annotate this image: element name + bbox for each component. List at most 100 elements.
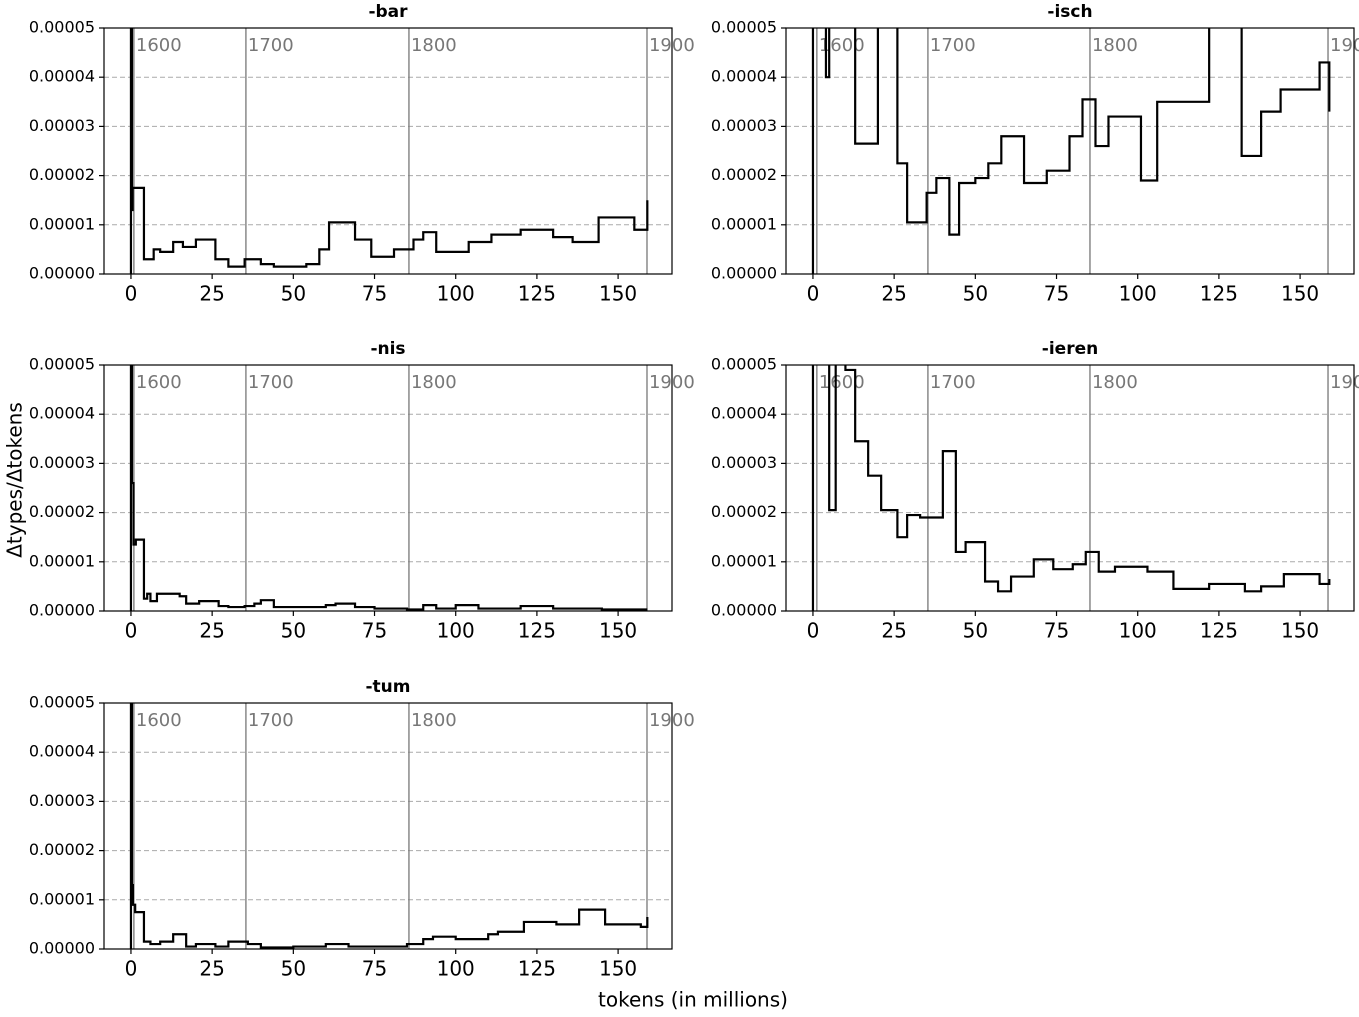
x-tick-label: 150 <box>1281 282 1319 306</box>
step-line <box>129 703 649 949</box>
panel-title: -bar <box>368 2 408 22</box>
plot-frame <box>103 27 673 275</box>
x-tick-label: 0 <box>125 619 138 643</box>
x-tick-label: 50 <box>281 957 306 981</box>
y-tick-label: 0.00002 <box>29 502 95 521</box>
y-tick-label: 0.00004 <box>29 67 95 86</box>
x-tick-label: 25 <box>881 619 906 643</box>
y-tick-label: 0.00005 <box>711 18 777 37</box>
y-tick-label: 0.00000 <box>29 264 95 283</box>
decade-label: 1700 <box>930 35 976 56</box>
x-tick-label: 25 <box>199 619 224 643</box>
y-tick-label: 0.00002 <box>29 165 95 184</box>
decade-label: 1600 <box>136 710 182 731</box>
step-line <box>811 365 1331 611</box>
panel: -nis 0.00000 0.00001 0.00002 0.00003 0.00004 0… <box>29 339 695 643</box>
x-tick-label: 100 <box>437 282 475 306</box>
y-tick-label: 0.00003 <box>29 116 95 135</box>
y-tick-label: 0.00001 <box>29 889 95 908</box>
x-tick-label: 100 <box>437 957 475 981</box>
decade-label: 1800 <box>411 372 457 393</box>
x-tick-label: 100 <box>1119 282 1157 306</box>
x-tick-label: 25 <box>199 282 224 306</box>
y-tick-label: 0.00001 <box>711 551 777 570</box>
x-tick-label: 150 <box>1281 619 1319 643</box>
x-tick-label: 50 <box>281 619 306 643</box>
step-line <box>811 28 1331 274</box>
panel: -ieren 0.00000 0.00001 0.00002 0.00003 0.0000… <box>711 339 1359 643</box>
panel-title: -ieren <box>1042 339 1098 359</box>
y-tick-label: 0.00004 <box>29 404 95 423</box>
x-tick-label: 125 <box>1200 282 1238 306</box>
decade-label: 1600 <box>819 35 865 56</box>
y-axis-label: Δtypes/Δtokens <box>3 402 27 558</box>
y-tick-label: 0.00003 <box>29 791 95 810</box>
y-tick-label: 0.00002 <box>711 165 777 184</box>
x-tick-label: 150 <box>599 957 637 981</box>
decade-label: 1800 <box>1092 372 1138 393</box>
x-tick-label: 0 <box>125 957 138 981</box>
x-tick-label: 100 <box>437 619 475 643</box>
y-tick-label: 0.00005 <box>29 355 95 374</box>
decade-label: 1700 <box>930 372 976 393</box>
y-tick-label: 0.00005 <box>711 355 777 374</box>
y-tick-label: 0.00002 <box>711 502 777 521</box>
x-tick-label: 125 <box>518 282 556 306</box>
x-tick-label: 0 <box>807 619 820 643</box>
decade-label: 1700 <box>248 710 294 731</box>
x-tick-label: 125 <box>518 619 556 643</box>
y-tick-label: 0.00001 <box>29 214 95 233</box>
x-tick-label: 25 <box>881 282 906 306</box>
panel: -bar 0.00000 0.00001 0.00002 0.00003 0.00004 0… <box>29 2 695 306</box>
x-tick-label: 50 <box>963 619 988 643</box>
step-line <box>129 365 648 611</box>
panel: -isch 0.00000 0.00001 0.00002 0.00003 0.00004… <box>711 2 1359 306</box>
decade-label: 1800 <box>411 35 457 56</box>
step-line <box>129 28 649 274</box>
x-tick-label: 150 <box>599 619 637 643</box>
plot-frame <box>785 27 1355 275</box>
x-tick-label: 75 <box>362 282 387 306</box>
plot-frame <box>103 364 673 612</box>
decade-label: 1800 <box>411 710 457 731</box>
plot-frame <box>785 364 1355 612</box>
y-tick-label: 0.00003 <box>29 453 95 472</box>
y-tick-label: 0.00005 <box>29 18 95 37</box>
y-tick-label: 0.00000 <box>711 601 777 620</box>
panel-title: -tum <box>366 677 411 697</box>
y-tick-label: 0.00003 <box>711 116 777 135</box>
decade-label: 1600 <box>136 372 182 393</box>
x-tick-label: 0 <box>807 282 820 306</box>
x-tick-label: 75 <box>1044 282 1069 306</box>
x-tick-label: 50 <box>963 282 988 306</box>
decade-label: 1700 <box>248 35 294 56</box>
y-tick-label: 0.00004 <box>711 404 777 423</box>
plot-frame <box>103 702 673 950</box>
x-tick-label: 75 <box>1044 619 1069 643</box>
decade-label: 1600 <box>136 35 182 56</box>
decade-label: 1600 <box>819 372 865 393</box>
y-tick-label: 0.00001 <box>711 214 777 233</box>
y-tick-label: 0.00005 <box>29 693 95 712</box>
y-tick-label: 0.00001 <box>29 551 95 570</box>
x-tick-label: 125 <box>518 957 556 981</box>
x-axis-label: tokens (in millions) <box>598 988 788 1012</box>
x-tick-label: 25 <box>199 957 224 981</box>
decade-label: 1800 <box>1092 35 1138 56</box>
panel: -tum 0.00000 0.00001 0.00002 0.00003 0.00004 0… <box>29 677 695 981</box>
x-tick-label: 100 <box>1119 619 1157 643</box>
y-tick-label: 0.00000 <box>711 264 777 283</box>
y-tick-label: 0.00002 <box>29 840 95 859</box>
y-tick-label: 0.00004 <box>711 67 777 86</box>
x-tick-label: 75 <box>362 957 387 981</box>
panel-title: -nis <box>370 339 405 359</box>
panel-title: -isch <box>1047 2 1092 22</box>
x-tick-label: 75 <box>362 619 387 643</box>
x-tick-label: 0 <box>125 282 138 306</box>
decade-label: 1900 <box>1330 372 1359 393</box>
decade-label: 1700 <box>248 372 294 393</box>
y-tick-label: 0.00000 <box>29 601 95 620</box>
y-tick-label: 0.00003 <box>711 453 777 472</box>
y-tick-label: 0.00004 <box>29 742 95 761</box>
